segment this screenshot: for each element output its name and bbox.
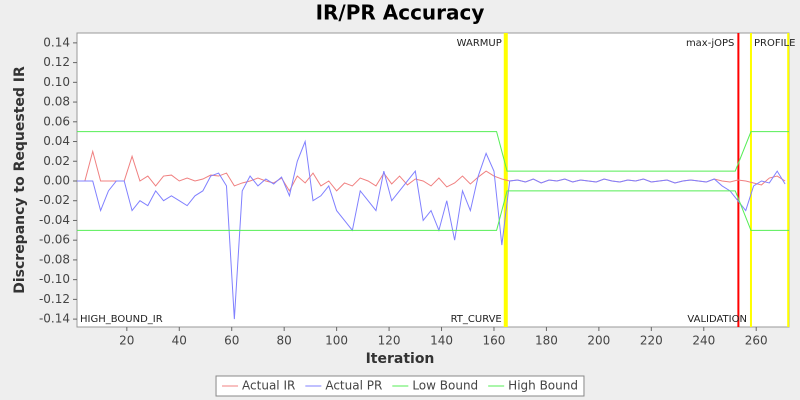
y-axis-label: Discrepancy to Requested IR — [12, 66, 28, 294]
y-tick-label: -0.06 — [39, 233, 70, 247]
x-tick-label: 160 — [483, 334, 506, 348]
y-tick-label: -0.14 — [39, 312, 70, 326]
x-tick-label: 220 — [640, 334, 663, 348]
y-tick-label: 0.10 — [43, 75, 70, 89]
chart-title: IR/PR Accuracy — [316, 1, 485, 25]
y-tick-label: 0.00 — [43, 173, 70, 187]
x-tick-label: 20 — [119, 334, 134, 348]
legend-label: Actual PR — [325, 379, 382, 393]
x-tick-label: 240 — [692, 334, 715, 348]
y-tick-label: 0.04 — [43, 134, 70, 148]
legend-label: High Bound — [508, 379, 578, 393]
annotation: VALIDATION — [687, 314, 747, 325]
series-line — [77, 190, 789, 231]
legend-label: Actual IR — [242, 379, 295, 393]
legend-label: Low Bound — [412, 379, 478, 393]
y-tick-label: 0.14 — [43, 35, 70, 49]
x-axis-label: Iteration — [366, 351, 435, 367]
x-tick-label: 140 — [430, 334, 453, 348]
annotation: WARMUP — [457, 38, 502, 49]
y-tick-label: -0.08 — [39, 252, 70, 266]
x-tick-label: 60 — [224, 334, 239, 348]
plot-area — [76, 32, 790, 328]
x-tick-label: 200 — [587, 334, 610, 348]
y-tick-label: 0.08 — [43, 95, 70, 109]
annotation: HIGH_BOUND_IR — [80, 314, 163, 325]
y-tick-label: -0.10 — [39, 272, 70, 286]
y-tick-label: 0.06 — [43, 114, 70, 128]
x-tick-label: 120 — [378, 334, 401, 348]
annotation: PROFILE — [754, 38, 795, 49]
y-tick-label: -0.04 — [39, 213, 70, 227]
y-tick-label: 0.02 — [43, 154, 70, 168]
annotation: RT_CURVE — [451, 314, 502, 325]
x-tick-label: 180 — [535, 334, 558, 348]
y-tick-label: -0.12 — [39, 292, 70, 306]
x-tick-label: 260 — [745, 334, 768, 348]
x-tick-label: 80 — [277, 334, 292, 348]
y-tick-label: 0.12 — [43, 55, 70, 69]
series-line — [77, 139, 786, 320]
x-tick-label: 40 — [172, 334, 187, 348]
series-line — [77, 131, 789, 172]
y-tick-label: -0.02 — [39, 193, 70, 207]
annotation: max-jOPS — [686, 38, 734, 49]
x-tick-label: 100 — [325, 334, 348, 348]
